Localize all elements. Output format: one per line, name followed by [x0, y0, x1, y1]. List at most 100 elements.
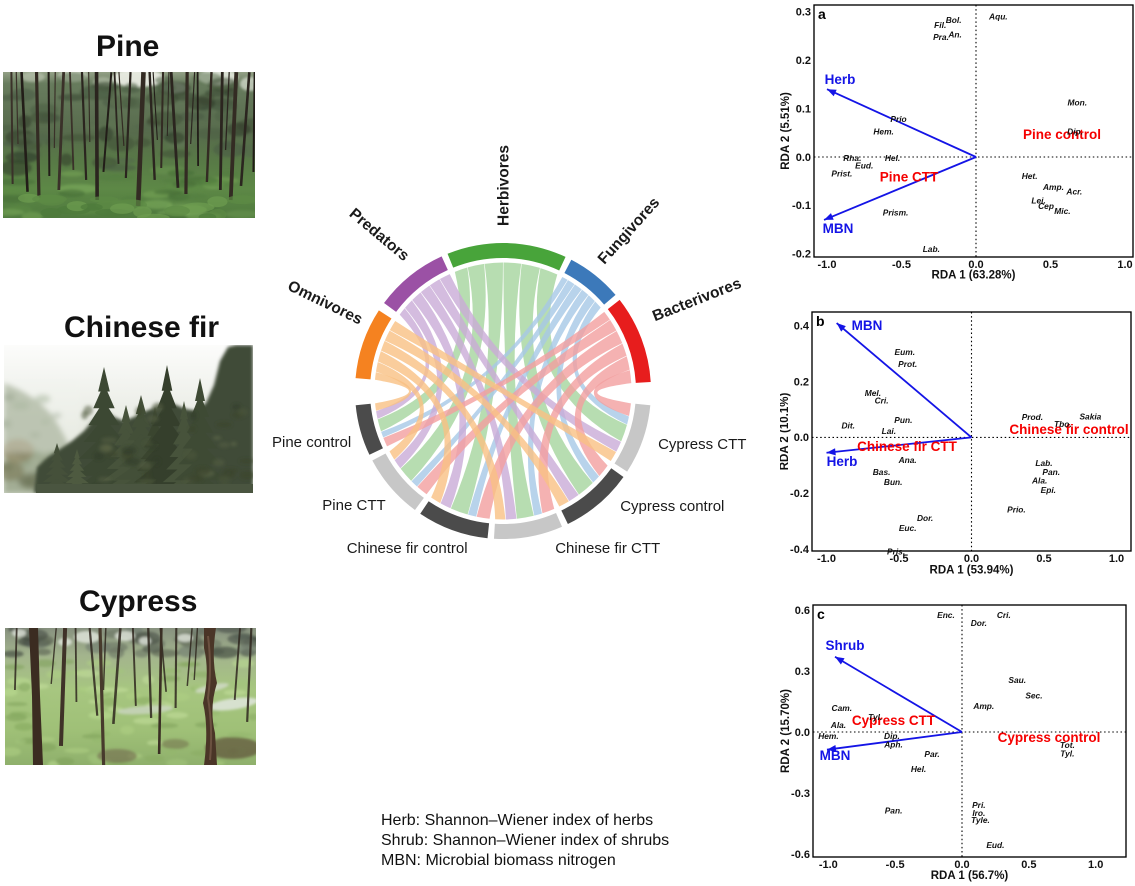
svg-text:Pine CTT: Pine CTT: [322, 497, 385, 514]
svg-text:Pun.: Pun.: [894, 415, 912, 425]
svg-text:Hem.: Hem.: [873, 127, 893, 137]
svg-text:Cam.: Cam.: [832, 703, 852, 713]
svg-text:Bun.: Bun.: [884, 477, 903, 487]
svg-text:Chinese fir CTT: Chinese fir CTT: [857, 439, 958, 454]
svg-text:-0.5: -0.5: [886, 859, 905, 871]
svg-text:Dip.: Dip.: [884, 731, 900, 741]
svg-text:Cep: Cep: [1038, 201, 1054, 211]
svg-text:Dor.: Dor.: [917, 513, 933, 523]
svg-text:Omnivores: Omnivores: [285, 278, 365, 329]
svg-text:Tot.: Tot.: [1060, 740, 1075, 750]
svg-text:Bacterivores: Bacterivores: [650, 275, 744, 325]
svg-text:Pine CTT: Pine CTT: [880, 170, 939, 185]
svg-text:Hem.: Hem.: [818, 731, 838, 741]
svg-text:c: c: [817, 606, 825, 622]
svg-text:Cri.: Cri.: [997, 610, 1011, 620]
svg-text:Pan.: Pan.: [1042, 467, 1060, 477]
svg-text:Ana.: Ana.: [898, 455, 917, 465]
svg-text:Ala.: Ala.: [830, 720, 846, 730]
svg-text:RDA 1 (53.94%): RDA 1 (53.94%): [930, 565, 1014, 577]
svg-text:Dor.: Dor.: [971, 618, 987, 628]
svg-text:Dip.: Dip.: [1067, 127, 1083, 137]
svg-text:Eud.: Eud.: [986, 840, 1004, 850]
svg-text:-0.2: -0.2: [790, 488, 809, 500]
svg-text:Shrub: Shrub: [826, 638, 865, 653]
svg-text:Hel.: Hel.: [885, 153, 900, 163]
svg-text:-0.6: -0.6: [791, 849, 810, 861]
svg-text:Mic.: Mic.: [1054, 206, 1070, 216]
svg-text:Fil.: Fil.: [934, 20, 946, 30]
svg-text:Pri.: Pri.: [972, 800, 986, 810]
svg-text:Aph.: Aph.: [883, 739, 903, 749]
svg-text:0.0: 0.0: [954, 859, 969, 871]
svg-text:Par.: Par.: [924, 749, 939, 759]
svg-text:Amp.: Amp.: [1042, 182, 1064, 192]
svg-text:Tbo.: Tbo.: [1054, 419, 1072, 429]
svg-text:RDA 2 (10.1%): RDA 2 (10.1%): [780, 393, 791, 471]
svg-text:Lab.: Lab.: [1035, 458, 1052, 468]
svg-text:-1.0: -1.0: [819, 859, 838, 871]
svg-text:Herb: Herb: [825, 72, 856, 87]
svg-text:Rha.: Rha.: [843, 153, 861, 163]
svg-text:0.0: 0.0: [794, 432, 809, 444]
svg-text:Chinese fir control: Chinese fir control: [347, 540, 468, 557]
svg-text:-0.2: -0.2: [792, 249, 811, 261]
svg-text:Mon.: Mon.: [1068, 98, 1088, 108]
svg-text:Cri.: Cri.: [875, 395, 889, 405]
svg-text:-1.0: -1.0: [817, 553, 836, 565]
svg-text:Sec.: Sec.: [1025, 691, 1042, 701]
svg-text:Pris.: Pris.: [887, 547, 905, 557]
svg-text:Lai.: Lai.: [882, 426, 896, 436]
svg-text:Pan.: Pan.: [885, 805, 903, 815]
svg-text:0.2: 0.2: [794, 376, 809, 388]
svg-text:Amp.: Amp.: [972, 701, 994, 711]
svg-text:RDA 1 (63.28%): RDA 1 (63.28%): [932, 270, 1016, 282]
svg-text:Iro.: Iro.: [972, 808, 985, 818]
svg-text:0.0: 0.0: [968, 259, 983, 271]
svg-text:Cypress control: Cypress control: [620, 498, 724, 515]
svg-text:0.4: 0.4: [794, 321, 810, 333]
svg-text:-0.3: -0.3: [791, 788, 810, 800]
svg-text:Herbivores: Herbivores: [496, 145, 513, 226]
svg-text:Fungivores: Fungivores: [595, 194, 664, 267]
svg-text:Acr.: Acr.: [1065, 187, 1082, 197]
svg-text:Sau.: Sau.: [1008, 675, 1026, 685]
svg-text:Bas.: Bas.: [873, 467, 891, 477]
svg-text:a: a: [818, 6, 826, 22]
svg-text:Prio.: Prio.: [1007, 505, 1026, 515]
svg-text:RDA 2 (15.70%): RDA 2 (15.70%): [780, 689, 792, 773]
svg-text:Herb: Herb: [827, 454, 858, 469]
svg-text:An.: An.: [947, 29, 962, 39]
svg-text:Eud.: Eud.: [855, 161, 873, 171]
svg-text:1.0: 1.0: [1117, 259, 1132, 271]
svg-text:-0.5: -0.5: [892, 259, 911, 271]
svg-text:Pra.: Pra.: [933, 32, 949, 42]
svg-text:-0.4: -0.4: [790, 544, 810, 556]
svg-text:Cypress CTT: Cypress CTT: [658, 436, 746, 453]
svg-text:Cypress CTT: Cypress CTT: [852, 713, 936, 728]
svg-text:Tyl.: Tyl.: [1060, 749, 1074, 759]
svg-text:Pine control: Pine control: [272, 434, 351, 451]
svg-text:0.5: 0.5: [1036, 553, 1051, 565]
svg-text:Tyl.: Tyl.: [868, 712, 882, 722]
svg-text:Enc.: Enc.: [937, 610, 955, 620]
svg-text:Dit.: Dit.: [842, 420, 856, 430]
svg-text:Het.: Het.: [1022, 171, 1038, 181]
svg-text:Hel.: Hel.: [911, 764, 926, 774]
svg-text:Sakia: Sakia: [1079, 411, 1101, 421]
svg-text:0.3: 0.3: [796, 7, 811, 19]
svg-text:Chinese fir control: Chinese fir control: [1009, 422, 1128, 437]
svg-text:Prio: Prio: [890, 114, 906, 124]
svg-text:Bol.: Bol.: [946, 15, 962, 25]
svg-text:Cypress control: Cypress control: [998, 730, 1101, 745]
svg-text:0.0: 0.0: [796, 152, 811, 164]
svg-text:Prist.: Prist.: [831, 169, 852, 179]
svg-text:Lei.: Lei.: [1031, 195, 1045, 205]
svg-text:1.0: 1.0: [1088, 859, 1103, 871]
svg-text:Ala.: Ala.: [1031, 475, 1047, 485]
svg-text:0.1: 0.1: [796, 103, 811, 115]
svg-text:1.0: 1.0: [1109, 553, 1124, 565]
svg-text:Prism.: Prism.: [883, 207, 909, 217]
svg-text:Mel.: Mel.: [865, 388, 881, 398]
svg-text:b: b: [816, 313, 825, 329]
